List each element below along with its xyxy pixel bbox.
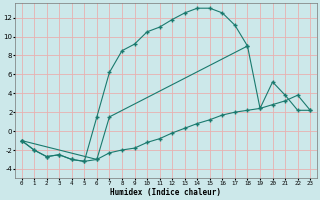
X-axis label: Humidex (Indice chaleur): Humidex (Indice chaleur) [110,188,221,197]
